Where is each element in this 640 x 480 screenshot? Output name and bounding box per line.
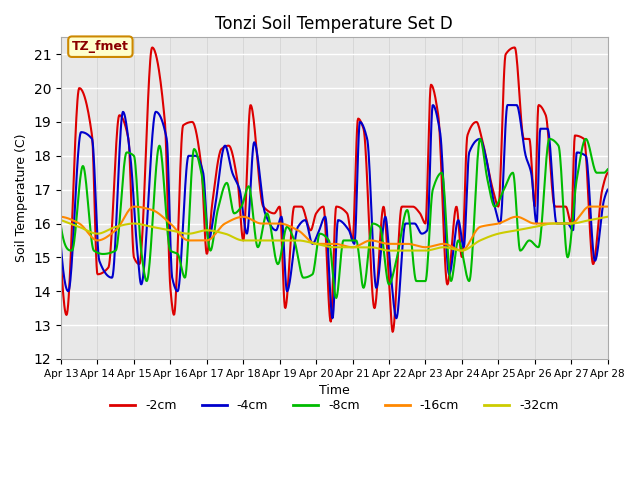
-2cm — [278, 245, 286, 251]
Title: Tonzi Soil Temperature Set D: Tonzi Soil Temperature Set D — [216, 15, 453, 33]
-32cm — [298, 238, 306, 244]
-8cm — [298, 272, 306, 278]
Line: -4cm: -4cm — [61, 105, 608, 318]
Line: -32cm: -32cm — [61, 217, 608, 251]
-4cm — [494, 216, 502, 221]
Line: -8cm: -8cm — [61, 139, 608, 298]
-2cm — [484, 164, 492, 169]
-8cm — [278, 245, 286, 251]
-32cm — [484, 234, 492, 240]
-4cm — [484, 164, 492, 170]
X-axis label: Time: Time — [319, 384, 349, 397]
-16cm — [433, 242, 440, 248]
-16cm — [57, 214, 65, 220]
Legend: -2cm, -4cm, -8cm, -16cm, -32cm: -2cm, -4cm, -8cm, -16cm, -32cm — [105, 394, 564, 417]
-4cm — [57, 244, 65, 250]
-32cm — [113, 224, 121, 229]
-8cm — [113, 244, 121, 250]
-2cm — [298, 204, 306, 210]
-4cm — [113, 207, 121, 213]
-2cm — [388, 329, 396, 335]
-32cm — [604, 214, 612, 220]
-32cm — [433, 245, 441, 251]
-16cm — [458, 248, 465, 253]
-2cm — [604, 170, 612, 176]
-32cm — [385, 248, 393, 253]
-4cm — [433, 113, 441, 119]
-8cm — [582, 136, 589, 142]
-2cm — [113, 132, 121, 138]
-32cm — [494, 231, 502, 237]
-2cm — [494, 204, 502, 209]
-8cm — [433, 175, 441, 181]
-16cm — [586, 204, 593, 209]
Line: -2cm: -2cm — [61, 48, 608, 332]
-16cm — [278, 221, 286, 227]
-2cm — [511, 45, 518, 50]
-4cm — [504, 102, 511, 108]
-16cm — [298, 230, 306, 236]
-4cm — [604, 187, 612, 192]
-4cm — [278, 216, 286, 222]
-8cm — [332, 295, 340, 301]
-8cm — [57, 224, 65, 230]
Line: -16cm: -16cm — [61, 206, 608, 251]
-16cm — [484, 222, 492, 228]
-16cm — [494, 221, 502, 227]
-16cm — [113, 227, 121, 232]
-8cm — [494, 201, 502, 206]
-2cm — [433, 104, 441, 110]
Text: TZ_fmet: TZ_fmet — [72, 40, 129, 53]
-2cm — [57, 258, 65, 264]
-4cm — [298, 219, 306, 225]
-8cm — [484, 179, 492, 184]
-8cm — [604, 167, 612, 172]
Y-axis label: Soil Temperature (C): Soil Temperature (C) — [15, 134, 28, 263]
-4cm — [328, 315, 336, 321]
-32cm — [57, 217, 65, 223]
-16cm — [604, 204, 612, 209]
-32cm — [278, 238, 286, 243]
